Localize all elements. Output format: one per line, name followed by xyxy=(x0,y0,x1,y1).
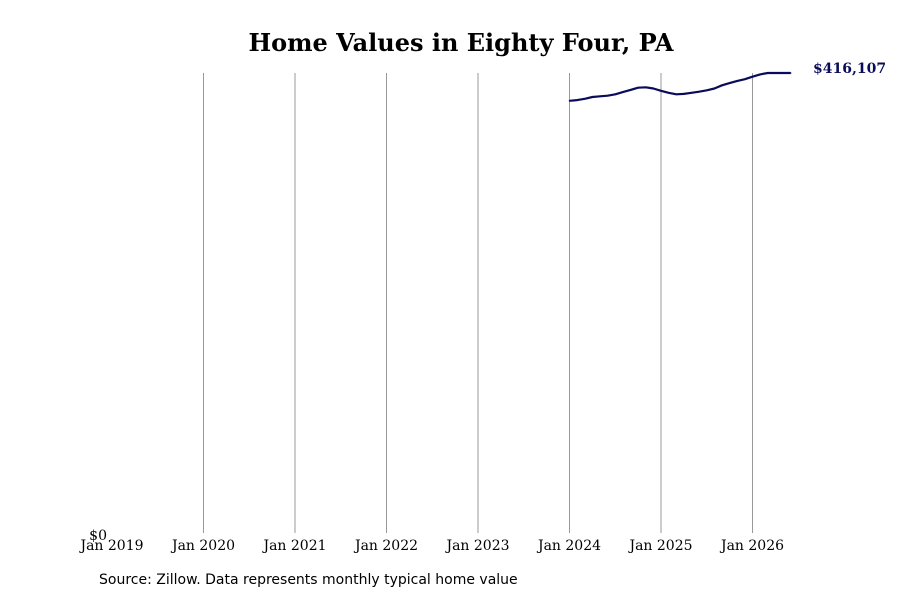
data-point xyxy=(652,87,655,90)
data-point xyxy=(759,73,761,76)
data-point xyxy=(622,91,624,93)
x-axis-ticks: Jan 2019 Jan 2020 Jan 2021 Jan 2022 Jan 2023… xyxy=(78,538,784,554)
data-point xyxy=(751,75,754,78)
x-tick-label: Jan 2022 xyxy=(353,538,418,554)
data-point xyxy=(705,89,708,92)
data-point xyxy=(644,86,647,89)
data-point xyxy=(568,99,571,102)
x-tick-label: Jan 2023 xyxy=(444,538,509,554)
data-point xyxy=(683,93,685,95)
end-value-label: $416,107 xyxy=(813,61,886,77)
x-tick-label: Jan 2024 xyxy=(536,538,601,554)
data-point xyxy=(660,90,662,92)
source-note: Source: Zillow. Data represents monthly … xyxy=(99,572,518,588)
data-point xyxy=(713,87,716,90)
chart-title: Home Values in Eighty Four, PA xyxy=(248,28,673,57)
data-point xyxy=(614,93,617,96)
data-point xyxy=(599,95,601,98)
grid-lines xyxy=(203,73,753,533)
data-point xyxy=(591,96,594,98)
y-axis-ticks: $0 xyxy=(89,528,107,544)
x-tick-label: Jan 2020 xyxy=(170,538,235,554)
y-tick-label: $0 xyxy=(89,528,107,544)
x-tick-label: Jan 2021 xyxy=(261,538,326,554)
data-point xyxy=(583,97,586,100)
data-point xyxy=(782,72,784,74)
series-line-0 xyxy=(569,71,791,102)
x-tick-label: Jan 2019 xyxy=(78,538,143,554)
data-point xyxy=(774,72,777,74)
data-point xyxy=(766,72,769,74)
data-point xyxy=(629,89,632,91)
data-point xyxy=(576,99,578,101)
data-point xyxy=(690,91,693,94)
data-point xyxy=(744,78,746,80)
data-point xyxy=(675,93,678,96)
data-point xyxy=(667,91,670,94)
data-point xyxy=(637,86,639,89)
data-point xyxy=(789,72,792,74)
data-point xyxy=(721,84,723,87)
x-tick-label: Jan 2026 xyxy=(719,538,784,554)
series-layer xyxy=(568,71,792,102)
data-point xyxy=(606,94,609,97)
x-tick-label: Jan 2025 xyxy=(627,538,692,554)
data-point xyxy=(728,82,731,84)
data-point xyxy=(698,90,700,93)
data-point xyxy=(736,80,739,82)
